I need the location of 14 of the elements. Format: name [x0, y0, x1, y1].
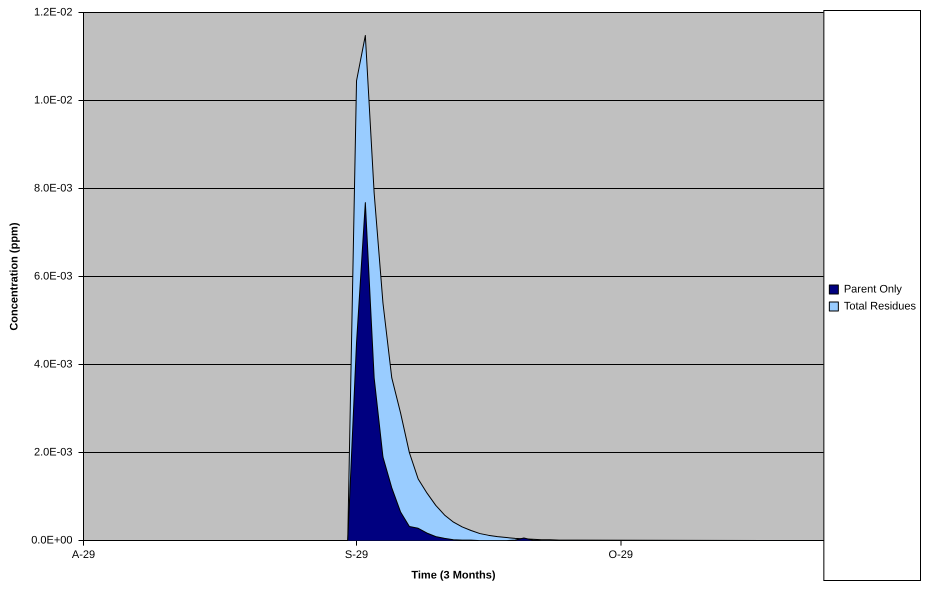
- legend-label: Parent Only: [844, 284, 902, 296]
- x-axis-title: Time (3 Months): [411, 569, 496, 582]
- y-tick-label: 4.0E-03: [34, 358, 72, 371]
- x-tick-label: A-29: [72, 549, 96, 562]
- y-tick-label: 1.0E-02: [34, 94, 72, 107]
- y-tick-label: 0.0E+00: [31, 534, 72, 547]
- y-tick-label: 2.0E-03: [34, 446, 72, 459]
- y-tick-label: 6.0E-03: [34, 270, 72, 283]
- y-tick-label: 8.0E-03: [34, 182, 72, 195]
- x-tick-label: O-29: [608, 549, 634, 562]
- x-tick-label: S-29: [344, 549, 368, 562]
- y-axis-title: Concentration (ppm): [8, 222, 21, 331]
- y-tick-label: 1.2E-02: [34, 6, 72, 19]
- legend-label: Total Residues: [844, 300, 916, 313]
